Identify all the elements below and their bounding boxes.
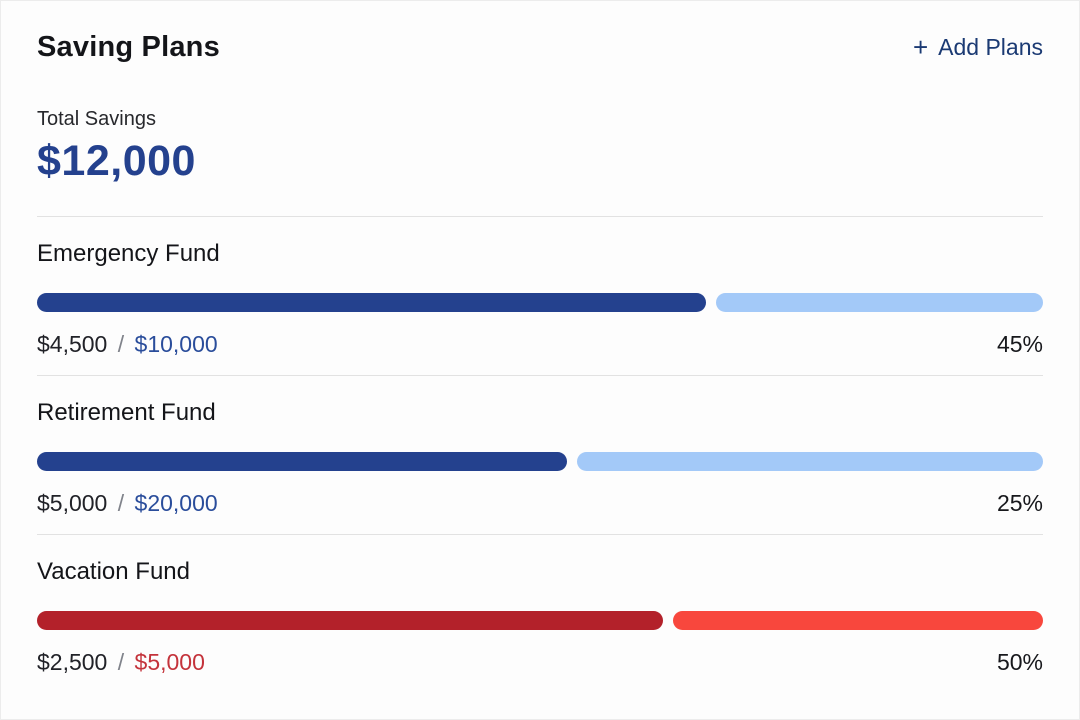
progress-bar-fill [37, 452, 568, 471]
plan-section-vacation-fund: Vacation Fund $2,500 / $5,000 50% [37, 535, 1043, 677]
add-plans-button[interactable]: + Add Plans [913, 34, 1043, 61]
progress-bar [37, 611, 1043, 630]
divider [37, 375, 1043, 376]
amount-row: $5,000 / $20,000 25% [37, 488, 1043, 518]
total-savings-block: Total Savings $12,000 [37, 108, 1043, 186]
progress-bar-fill [37, 611, 663, 630]
current-amount: $4,500 [37, 331, 108, 357]
plan-section-retirement-fund: Retirement Fund $5,000 / $20,000 25% [37, 376, 1043, 518]
percent-label: 25% [996, 490, 1043, 516]
current-amount: $5,000 [37, 490, 108, 516]
progress-bar [37, 452, 1043, 471]
target-amount: $5,000 [134, 649, 205, 675]
amount-text: $4,500 / $10,000 [37, 329, 218, 359]
progress-bar-track [715, 293, 1043, 312]
amount-text: $2,500 / $5,000 [37, 647, 205, 677]
plus-icon: + [912, 31, 929, 62]
progress-bar [37, 293, 1043, 312]
target-amount: $10,000 [134, 331, 218, 357]
amount-text: $5,000 / $20,000 [37, 488, 218, 518]
plan-section-emergency-fund: Emergency Fund $4,500 / $10,000 45% [37, 217, 1043, 359]
divider [37, 534, 1043, 535]
plan-name: Vacation Fund [37, 558, 190, 585]
plan-name: Emergency Fund [37, 240, 220, 267]
percent-label: 45% [996, 331, 1043, 357]
amount-row: $4,500 / $10,000 45% [37, 329, 1043, 359]
plan-name: Retirement Fund [37, 399, 216, 426]
amount-row: $2,500 / $5,000 50% [37, 647, 1043, 677]
amount-separator: / [117, 331, 125, 357]
percent-label: 50% [996, 649, 1043, 675]
total-savings-value: $12,000 [37, 137, 196, 185]
amount-separator: / [117, 490, 125, 516]
page-title: Saving Plans [37, 31, 220, 63]
current-amount: $2,500 [37, 649, 108, 675]
add-plans-label: Add Plans [938, 34, 1043, 60]
progress-bar-track [577, 452, 1043, 471]
progress-bar-track [672, 611, 1043, 630]
divider [37, 216, 1043, 217]
target-amount: $20,000 [134, 490, 218, 516]
total-savings-label: Total Savings [37, 108, 156, 130]
progress-bar-fill [37, 293, 706, 312]
card-header: Saving Plans + Add Plans [37, 31, 1043, 64]
amount-separator: / [117, 649, 125, 675]
